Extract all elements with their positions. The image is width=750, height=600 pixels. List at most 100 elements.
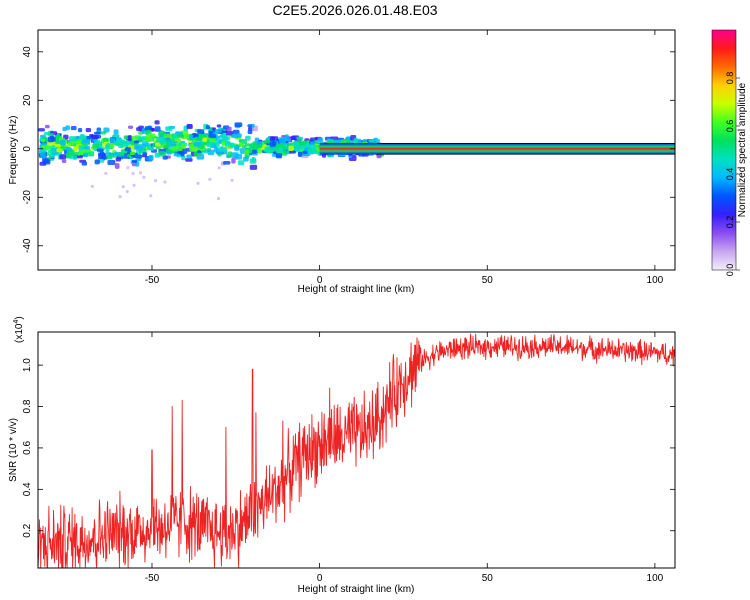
heatmap-cell [290, 135, 296, 140]
heatmap-cell [215, 135, 221, 140]
heatmap-cell [81, 139, 89, 143]
heatmap-cell [353, 137, 358, 144]
heatmap-cell [138, 125, 144, 129]
heatmap-cell [230, 142, 235, 149]
snr-x-tick-label: 0 [317, 573, 323, 584]
colorbar-tick-label: 0.8 [725, 72, 735, 85]
colorbar-tick-label: 0.0 [725, 264, 735, 277]
heatmap-cell [181, 155, 186, 161]
heatmap-cell [173, 153, 180, 157]
heatmap-cell [302, 150, 308, 154]
spectrogram-y-tick-label: 0 [22, 146, 33, 152]
heatmap-cell [113, 140, 121, 145]
heatmap-cell [243, 156, 249, 162]
heatmap-cell [39, 134, 47, 138]
heatmap-cell [279, 137, 286, 143]
snr-x-label: Height of straight line (km) [298, 584, 415, 595]
heatmap-cell [127, 125, 134, 129]
heatmap-cell [83, 153, 88, 158]
heatmap-cell [88, 151, 95, 157]
heatmap-cell [118, 195, 122, 199]
heatmap-cell [158, 151, 167, 157]
heatmap-cell [133, 140, 140, 144]
heatmap-cell [148, 154, 154, 161]
heatmap-cell [217, 166, 221, 170]
heatmap-cell [252, 149, 257, 154]
heatmap-cell [60, 139, 66, 146]
heatmap-cell [236, 133, 242, 138]
spectrogram-y-tick-label: 40 [22, 46, 33, 58]
snr-x-tick-label: 50 [482, 573, 494, 584]
heatmap-cell [194, 136, 203, 141]
heatmap-cell [254, 144, 262, 149]
heatmap-cell [40, 138, 45, 143]
heatmap-cell [154, 126, 161, 132]
heatmap-cell [271, 136, 279, 140]
heatmap-cell [202, 137, 208, 143]
heatmap-cell [96, 148, 104, 152]
heatmap-cell [149, 194, 153, 198]
heatmap-cell [289, 150, 296, 154]
heatmap-cell [103, 127, 110, 133]
heatmap-cell [43, 159, 51, 165]
snr-y-tick-label: 0.4 [22, 482, 33, 496]
heatmap-cell [185, 158, 193, 162]
heatmap-cell [300, 140, 308, 145]
heatmap-cell [207, 149, 215, 155]
spectrogram-y-tick-label: 20 [22, 94, 33, 106]
heatmap-cell [196, 181, 200, 185]
heatmap-cell [106, 154, 113, 160]
heatmap-cell [76, 155, 83, 159]
heatmap-cell [94, 159, 100, 165]
spectrogram-x-ticks: -50 0 50 100 [145, 30, 664, 286]
heatmap-cell [245, 135, 251, 141]
heatmap-cell [239, 142, 245, 147]
heatmap-cell [68, 136, 77, 142]
heatmap-cell [234, 154, 243, 160]
heatmap-cell [85, 149, 92, 153]
colorbar-tick-label: 0.2 [725, 216, 735, 229]
heatmap-cell [78, 145, 84, 151]
heatmap-tone-band [319, 142, 675, 155]
heatmap-cell [65, 147, 72, 151]
heatmap-cell [86, 136, 92, 140]
heatmap-cell [120, 140, 128, 147]
heatmap-cell [38, 128, 45, 132]
heatmap-cell [70, 125, 77, 131]
heatmap-cell [131, 135, 139, 141]
snr-y-multiplier: (x104) [13, 316, 25, 343]
heatmap-cell [126, 154, 132, 158]
heatmap-cell [113, 129, 119, 135]
heatmap-cell [158, 130, 166, 135]
colorbar-gradient [712, 30, 736, 270]
spectrogram-panel: -50 0 50 100 -40 -20 0 20 40 Height of straight… [8, 29, 676, 295]
heatmap-cell [231, 158, 236, 164]
heatmap-cell [296, 136, 304, 141]
heatmap-cell [127, 135, 132, 142]
snr-x-tick-label: 100 [647, 573, 664, 584]
heatmap-cell [209, 138, 216, 143]
heatmap-cell [223, 161, 231, 165]
heatmap-cell [142, 175, 146, 179]
heatmap-cell [148, 133, 156, 138]
heatmap-cell [307, 148, 314, 155]
heatmap-cell [91, 134, 99, 140]
heatmap-cell [78, 135, 87, 139]
heatmap-cell [201, 134, 208, 138]
snr-y-multiplier-exponent: 4 [13, 320, 20, 324]
spectrogram-y-ticks: -40 -20 0 20 40 [22, 46, 675, 253]
heatmap-cell [153, 179, 157, 183]
colorbar-tick-label: 0.4 [725, 168, 735, 181]
heatmap-cell [249, 164, 258, 170]
heatmap-cell [47, 132, 54, 136]
colorbar-ticks: 0.0 0.2 0.4 0.6 0.8 [725, 72, 740, 277]
heatmap-cell [124, 147, 131, 152]
heatmap-cell [63, 134, 69, 140]
heatmap-cell [234, 144, 240, 151]
snr-y-tick-label: 1.0 [22, 358, 33, 372]
heatmap-cell [136, 154, 142, 159]
snr-y-tick-label: 0.8 [22, 399, 33, 413]
heatmap-cell [81, 161, 88, 166]
heatmap-cell [132, 183, 136, 187]
